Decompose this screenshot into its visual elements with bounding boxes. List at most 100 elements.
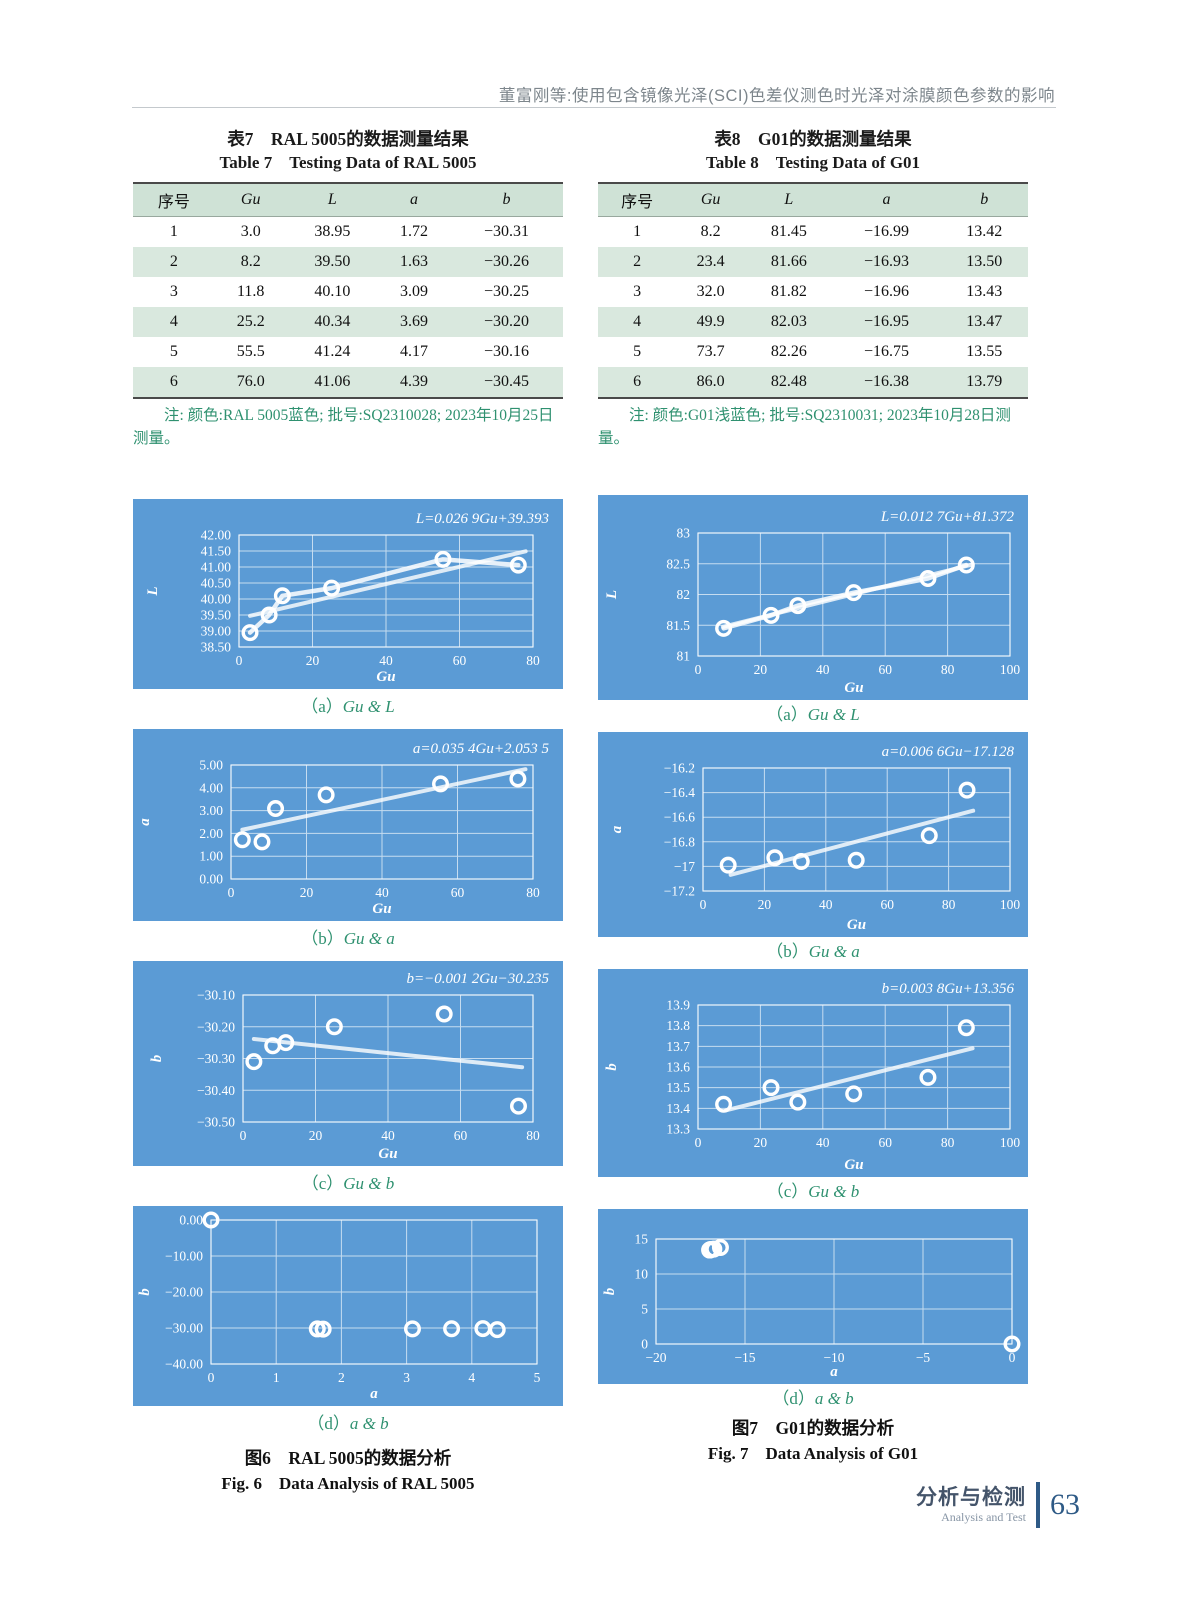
x-axis-label: Gu xyxy=(844,680,863,696)
footer-section-en: Analysis and Test xyxy=(941,1509,1026,1524)
x-tick-label: 40 xyxy=(375,885,389,900)
chart-caption-fig7-c: （c）Gu & b xyxy=(598,1181,1028,1203)
caption-text: Gu & b xyxy=(343,1173,395,1193)
trendline-equation: L=0.026 9Gu+39.393 xyxy=(415,511,549,527)
data-point xyxy=(1003,1334,1021,1352)
caption-text: Gu & a xyxy=(808,941,860,961)
y-tick-label: 1.00 xyxy=(199,848,223,863)
chart-fig6-gu-a: 0.00 1.00 2.00 3.00 4.00 5.00 0 20 40 60 80 a Gu a=0.… xyxy=(133,728,563,921)
table-row: 2 8.2 39.50 1.63 −30.26 xyxy=(133,247,563,277)
caption-index: （c） xyxy=(766,1181,809,1201)
data-point xyxy=(509,556,527,574)
y-tick-label: −30.50 xyxy=(197,1114,235,1129)
x-tick-label: 60 xyxy=(878,1135,892,1150)
chart-caption-fig6-d: （d）a & b xyxy=(133,1412,563,1436)
x-tick-label: 60 xyxy=(453,653,467,668)
x-tick-label: 80 xyxy=(941,1135,955,1150)
trendline-equation: a=0.006 6Gu−17.128 xyxy=(882,744,1015,760)
x-tick-label: 3 xyxy=(403,1370,410,1385)
y-tick-label: 5 xyxy=(641,1301,648,1316)
x-tick-label: 0 xyxy=(240,1128,247,1143)
x-axis-label: Gu xyxy=(376,669,395,685)
column-header: Gu xyxy=(676,183,746,217)
caption-text: Gu & L xyxy=(342,696,395,716)
y-axis-label: a xyxy=(137,817,153,825)
x-tick-label: −10 xyxy=(823,1350,844,1365)
data-point xyxy=(789,1093,807,1111)
data-point xyxy=(241,623,259,641)
table-cell: 13.47 xyxy=(966,313,1003,330)
x-tick-label: 0 xyxy=(695,662,702,677)
y-tick-label: 13.9 xyxy=(666,997,690,1012)
table-cell: 86.0 xyxy=(696,373,725,390)
table-cell: 4 xyxy=(169,313,178,330)
table-cell: 1 xyxy=(633,223,642,240)
y-tick-label: −30.30 xyxy=(197,1051,235,1066)
table-cell: 5 xyxy=(633,343,642,360)
x-axis-label: Gu xyxy=(844,1157,863,1173)
data-point xyxy=(273,586,291,604)
x-tick-label: 100 xyxy=(1000,662,1021,677)
fig7-caption-zh: 图7 G01的数据分析 xyxy=(731,1417,895,1438)
table-cell: 55.5 xyxy=(236,343,265,360)
trendline-equation: b=0.003 8Gu+13.356 xyxy=(882,981,1015,997)
table-cell: 82.48 xyxy=(770,373,807,390)
table8-note: 注: 颜色:G01浅蓝色; 批号:SQ2310031; 2023年10月28日测… xyxy=(598,407,1011,448)
x-tick-label: 20 xyxy=(306,653,320,668)
x-tick-label: 20 xyxy=(300,885,314,900)
chart-fig7-gu-a: −17.2 −17 −16.8 −16.6 −16.4 −16.2 0 20 40 60 80 100… xyxy=(598,731,1028,937)
caption-index: （c） xyxy=(301,1173,344,1193)
x-tick-label: 60 xyxy=(878,662,892,677)
y-tick-label: 13.3 xyxy=(666,1121,690,1136)
x-tick-label: 40 xyxy=(816,662,830,677)
y-tick-label: 2.00 xyxy=(199,825,223,840)
table-cell: 81.45 xyxy=(770,223,807,240)
table-cell: 3.09 xyxy=(400,283,428,300)
data-point xyxy=(957,1018,975,1036)
x-tick-label: 0 xyxy=(700,897,707,912)
chart-svg: 0 5 10 15 −20 −15 −10 −5 0 b a xyxy=(598,1208,1028,1384)
table-cell: 82.26 xyxy=(770,343,807,360)
data-point xyxy=(432,774,450,792)
table-cell: 32.0 xyxy=(696,283,725,300)
column-header: L xyxy=(286,183,378,217)
x-axis-label: a xyxy=(830,1364,838,1380)
x-tick-label: 80 xyxy=(526,1128,540,1143)
y-tick-label: −40.00 xyxy=(165,1356,203,1371)
table-cell: 13.79 xyxy=(966,373,1003,390)
data-point xyxy=(403,1319,421,1337)
table-row: 6 76.0 41.06 4.39 −30.45 xyxy=(133,367,563,398)
y-tick-label: 39.00 xyxy=(201,623,232,638)
column-header: L xyxy=(745,183,833,217)
data-point xyxy=(845,1084,863,1102)
data-point xyxy=(317,785,335,803)
table-cell: 13.42 xyxy=(966,223,1003,240)
table-cell: 3.69 xyxy=(400,313,428,330)
y-tick-label: −20.00 xyxy=(165,1284,203,1299)
chart-caption-fig7-b: （b）Gu & a xyxy=(598,941,1028,963)
data-point xyxy=(792,852,810,870)
data-point xyxy=(435,1005,453,1023)
y-tick-label: 0 xyxy=(641,1336,648,1351)
table-row: 4 49.9 82.03 −16.95 13.47 xyxy=(598,307,1028,337)
table-cell: 40.34 xyxy=(314,313,351,330)
y-tick-label: 42.00 xyxy=(201,527,232,542)
table-cell: −30.25 xyxy=(484,283,530,300)
page-number: 63 xyxy=(1050,1488,1080,1521)
table-cell: 3 xyxy=(633,283,642,300)
table-row: 1 8.2 81.45 −16.99 13.42 xyxy=(598,217,1028,248)
table-cell: −16.99 xyxy=(864,223,910,240)
y-tick-label: −30.00 xyxy=(165,1320,203,1335)
x-tick-label: 80 xyxy=(941,662,955,677)
table-cell: 6 xyxy=(633,373,642,390)
y-tick-label: −17 xyxy=(674,858,695,873)
data-point xyxy=(766,848,784,866)
data-point xyxy=(314,1320,332,1338)
caption-index: （a） xyxy=(301,696,343,716)
table7-note: 注: 颜色:RAL 5005蓝色; 批号:SQ2310028; 2023年10月… xyxy=(133,407,554,448)
data-point xyxy=(267,799,285,817)
table-row: 1 3.0 38.95 1.72 −30.31 xyxy=(133,217,563,248)
column-header: a xyxy=(377,183,451,217)
y-tick-label: 41.00 xyxy=(201,559,232,574)
